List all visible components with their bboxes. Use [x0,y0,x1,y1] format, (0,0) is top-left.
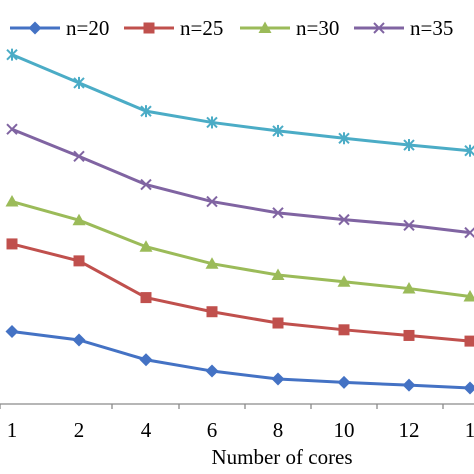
series-line [11,53,471,153]
series-line [11,127,471,235]
data-point [272,124,284,137]
series-line [11,330,471,390]
series-4 [6,123,474,239]
legend-label: n=30 [296,16,339,40]
data-point [338,213,350,226]
data-point [205,364,219,378]
data-point [6,238,18,250]
data-point [337,375,351,389]
data-point [271,268,285,280]
data-point [72,213,86,226]
data-point [206,116,218,129]
x-tick-label: 6 [207,418,218,442]
legend-marker [143,22,155,34]
legend-item: n=35 [354,16,453,40]
legend-marker [28,21,42,35]
series-5 [6,48,474,157]
data-point [5,195,19,207]
data-point [139,240,153,252]
data-point [139,353,153,367]
series-1 [5,325,474,395]
data-point [463,289,474,302]
x-tick-label: 1 [7,418,18,442]
x-tick-label: 2 [74,418,85,442]
data-point [403,329,415,341]
data-point [338,132,350,145]
data-point [464,144,474,157]
series-line [11,242,471,343]
legend-label: n=20 [66,16,109,40]
data-point [73,150,85,163]
x-axis-title: Number of cores [211,445,352,469]
series-3 [5,195,474,302]
x-tick-label: 12 [399,418,420,442]
data-point [140,105,152,118]
legend-label: n=25 [180,16,223,40]
data-point [206,195,218,208]
data-point [464,335,474,347]
x-tick-label: 8 [273,418,284,442]
data-point [402,378,416,392]
x-tick-label: 1 [465,418,474,442]
x-axis-ticks: 1 2 4 6 8 10 12 1 [0,404,474,442]
legend-item: n=25 [124,16,223,40]
chart-legend: n=20 n=25 n=30 n=35 [10,16,453,40]
data-point [72,333,86,347]
series-line [11,200,471,298]
data-point [6,48,18,61]
x-tick-label: 10 [334,418,355,442]
data-point [337,275,351,287]
legend-label: n=35 [410,16,453,40]
data-point [73,255,85,267]
data-point [206,306,218,318]
series-2 [6,238,474,347]
data-point [403,139,415,152]
data-point [73,76,85,89]
data-point [205,257,219,269]
legend-marker [258,21,272,33]
data-point [140,178,152,191]
data-point [463,381,474,395]
x-tick-label: 4 [141,418,152,442]
data-point [464,226,474,239]
plot-area [5,48,474,395]
legend-item: n=30 [240,16,339,40]
data-point [6,123,18,135]
data-point [403,219,415,231]
legend-item: n=20 [10,16,109,40]
data-point [338,324,350,336]
data-point [272,207,284,219]
legend-marker [373,22,385,34]
data-point [140,292,152,304]
data-point [272,317,284,329]
data-point [5,325,19,338]
data-point [271,372,285,386]
data-point [402,282,416,294]
